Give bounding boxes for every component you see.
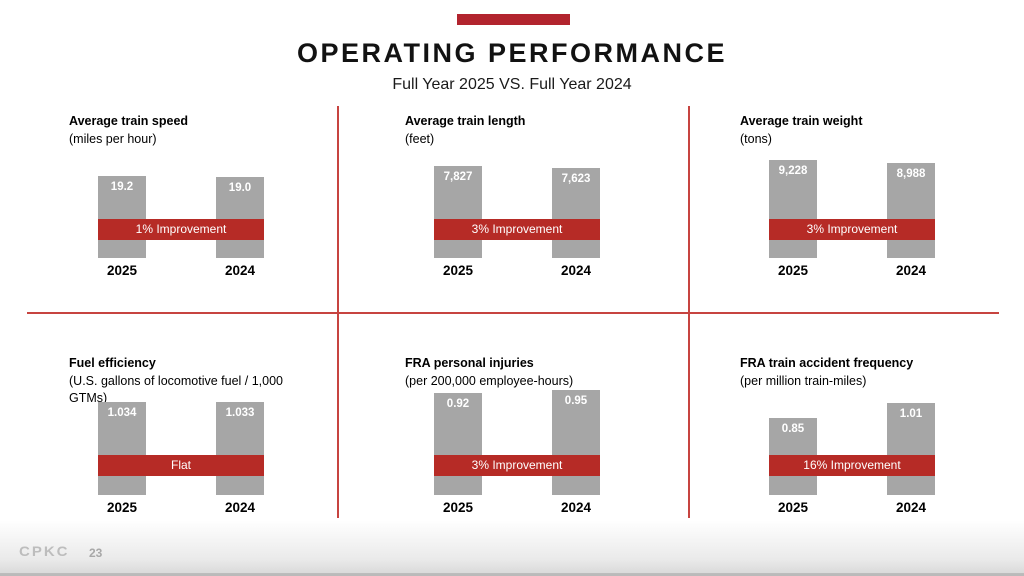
year-label-2025: 2025 xyxy=(442,263,474,278)
bar-2024: 8,988 xyxy=(887,162,935,258)
bar-value-2024: 8,988 xyxy=(896,167,926,180)
improvement-band: 1% Improvement xyxy=(98,219,264,240)
improvement-band: 3% Improvement xyxy=(434,219,600,240)
year-label-2025: 2025 xyxy=(106,263,138,278)
panel-chart: 1.034 1.033 Flat 2025 2024 xyxy=(98,390,264,515)
panel-average-train-length: Average train length (feet) 7,827 7,623 … xyxy=(367,108,667,313)
slide-title: OPERATING PERFORMANCE xyxy=(296,38,727,68)
panel-chart: 0.92 0.95 3% Improvement 2025 2024 xyxy=(434,390,600,515)
improvement-band: Flat xyxy=(98,455,264,476)
panel-average-train-speed: Average train speed (miles per hour) 19.… xyxy=(31,108,331,313)
bar-2025: 19.2 xyxy=(98,176,146,258)
panel-chart: 9,228 8,988 3% Improvement 2025 2024 xyxy=(769,160,935,278)
improvement-band: 16% Improvement xyxy=(769,455,935,476)
bar-value-2024: 7,623 xyxy=(561,173,591,186)
year-label-2024: 2024 xyxy=(560,263,592,278)
panel-subtitle: (per million train-miles) xyxy=(740,374,867,389)
improvement-band: 3% Improvement xyxy=(769,219,935,240)
bar-value-2024: 1.033 xyxy=(225,407,255,420)
bar-2025: 9,228 xyxy=(769,160,817,258)
panel-fuel-efficiency: Fuel efficiency (U.S. gallons of locomot… xyxy=(31,350,331,555)
page-number: 23 xyxy=(89,546,103,560)
panel-title: Average train length xyxy=(405,114,526,128)
bar-value-2024: 19.0 xyxy=(228,181,252,194)
bar-2024: 1.01 xyxy=(887,403,935,495)
bar-2024: 0.95 xyxy=(552,390,600,495)
panel-subtitle: (miles per hour) xyxy=(69,132,157,147)
bar-value-2024: 1.01 xyxy=(899,408,923,420)
title-accent-bar xyxy=(457,14,570,25)
year-label-2024: 2024 xyxy=(895,263,927,278)
bar-value-2025: 0.85 xyxy=(781,422,805,435)
year-label-2025: 2025 xyxy=(106,500,138,515)
panel-chart: 0.85 1.01 16% Improvement 2025 2024 xyxy=(769,390,935,515)
panel-title: FRA train accident frequency xyxy=(740,356,914,370)
bar-2024: 1.033 xyxy=(216,402,264,495)
panel-fra-personal-injuries: FRA personal injuries (per 200,000 emplo… xyxy=(367,350,667,555)
year-label-2025: 2025 xyxy=(777,500,809,515)
divider-horizontal xyxy=(27,312,999,314)
cpkc-logo: CPKC xyxy=(19,543,70,560)
panel-title: Average train weight xyxy=(740,114,863,128)
year-label-2024: 2024 xyxy=(224,500,256,515)
panel-subtitle: (feet) xyxy=(405,132,435,147)
bar-value-2025: 7,827 xyxy=(443,171,473,183)
panel-subtitle: (per 200,000 employee-hours) xyxy=(405,374,574,389)
panel-fra-train-accident-frequency: FRA train accident frequency (per millio… xyxy=(702,350,1002,555)
bar-2025: 1.034 xyxy=(98,402,146,495)
year-label-2024: 2024 xyxy=(560,500,592,515)
year-label-2025: 2025 xyxy=(777,263,809,278)
year-label-2025: 2025 xyxy=(442,500,474,515)
bar-value-2025: 1.034 xyxy=(107,407,137,419)
panel-title: Average train speed xyxy=(69,114,189,128)
bar-2024: 19.0 xyxy=(216,176,264,258)
panel-title: FRA personal injuries xyxy=(405,356,534,370)
year-label-2024: 2024 xyxy=(895,500,927,515)
bar-value-2024: 0.95 xyxy=(564,395,588,407)
panel-chart: 19.2 19.0 1% Improvement 2025 2024 xyxy=(98,160,264,278)
improvement-band: 3% Improvement xyxy=(434,455,600,476)
panel-subtitle: (tons) xyxy=(740,132,772,147)
bottom-edge xyxy=(0,573,1024,576)
bar-2025: 7,827 xyxy=(434,166,482,258)
bar-value-2025: 0.92 xyxy=(446,398,470,411)
bar-2024: 7,623 xyxy=(552,168,600,258)
panel-average-train-weight: Average train weight (tons) 9,228 8,988 … xyxy=(702,108,1002,313)
panel-chart: 7,827 7,623 3% Improvement 2025 2024 xyxy=(434,160,600,278)
year-label-2024: 2024 xyxy=(224,263,256,278)
bar-value-2025: 9,228 xyxy=(778,165,808,177)
slide-subtitle: Full Year 2025 VS. Full Year 2024 xyxy=(392,76,632,93)
panel-subtitle: (U.S. gallons of locomotive fuel / 1,000… xyxy=(69,374,284,405)
bar-value-2025: 19.2 xyxy=(110,181,134,193)
bar-2025: 0.92 xyxy=(434,393,482,495)
panel-title: Fuel efficiency xyxy=(69,356,156,370)
